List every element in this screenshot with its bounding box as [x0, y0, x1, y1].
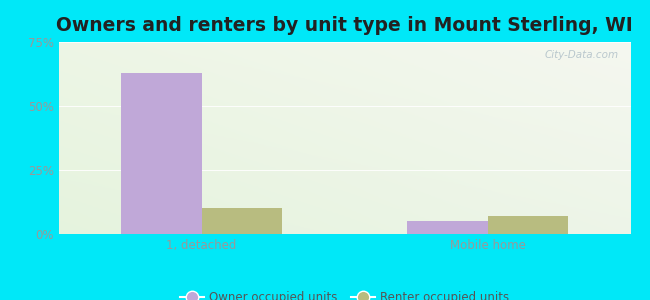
- Bar: [122, 73, 202, 234]
- Title: Owners and renters by unit type in Mount Sterling, WI: Owners and renters by unit type in Mount…: [56, 16, 633, 35]
- Legend: Owner occupied units, Renter occupied units: Owner occupied units, Renter occupied un…: [176, 286, 514, 300]
- Text: City-Data.com: City-Data.com: [545, 50, 619, 60]
- Bar: [202, 208, 281, 234]
- Bar: [408, 221, 488, 234]
- Bar: [488, 216, 567, 234]
